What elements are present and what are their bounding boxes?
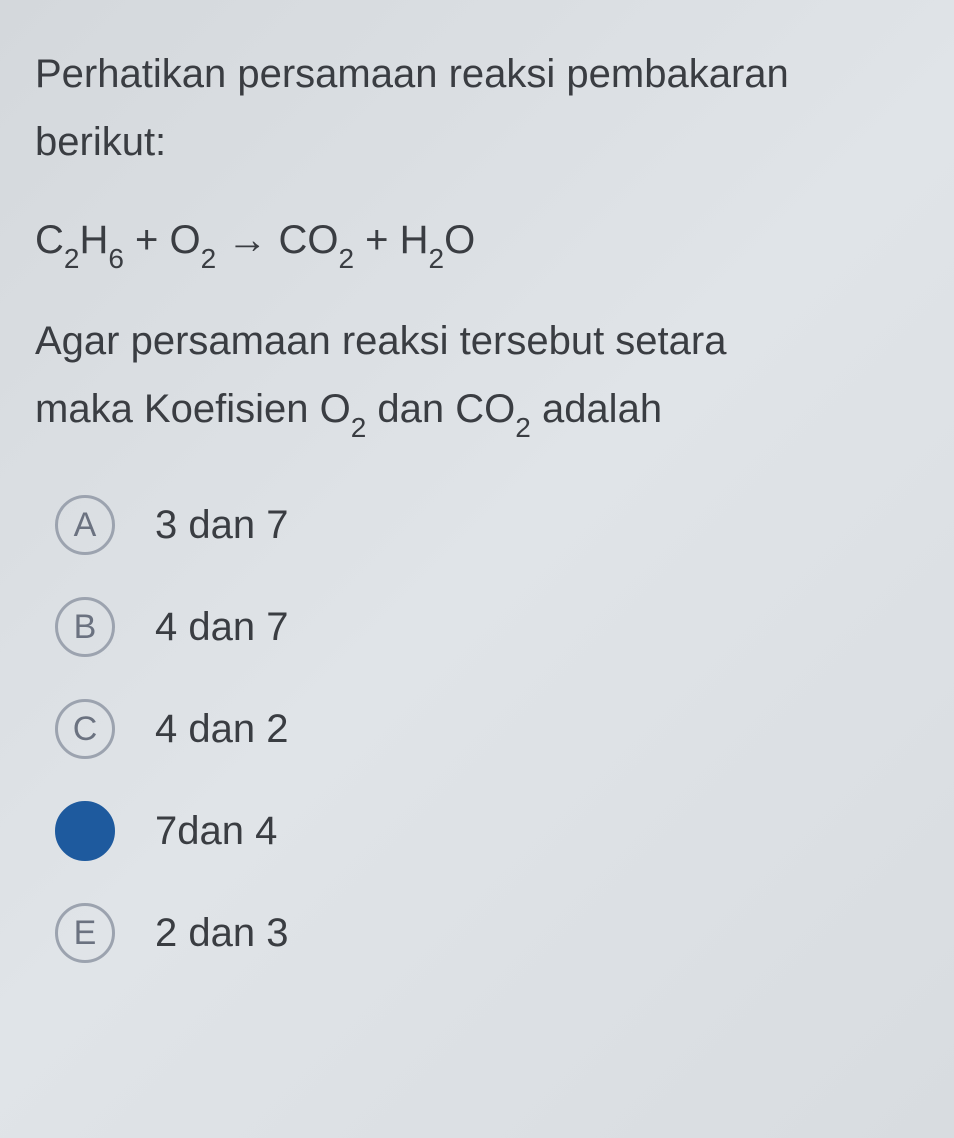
ask-sub2: 2 bbox=[515, 412, 531, 443]
option-e-letter: E bbox=[74, 914, 97, 953]
ask-line1: Agar persamaan reaksi tersebut setara bbox=[35, 319, 726, 363]
option-b-circle[interactable]: B bbox=[55, 597, 115, 657]
ask-line2-p3: adalah bbox=[531, 387, 662, 431]
option-d-text: 7dan 4 bbox=[155, 809, 277, 854]
option-d-circle[interactable] bbox=[55, 801, 115, 861]
ask-sub1: 2 bbox=[351, 412, 367, 443]
question-ask: Agar persamaan reaksi tersebut setara ma… bbox=[35, 307, 919, 446]
option-e[interactable]: E 2 dan 3 bbox=[55, 903, 919, 963]
ask-line2-p1: maka Koefisien O bbox=[35, 387, 351, 431]
option-a-letter: A bbox=[74, 506, 97, 545]
eq-o: O bbox=[444, 218, 475, 262]
option-c-circle[interactable]: C bbox=[55, 699, 115, 759]
eq-sub5: 2 bbox=[429, 243, 445, 274]
chemical-equation: C2H6 + O2 → CO2 + H2O bbox=[35, 206, 919, 277]
option-a-circle[interactable]: A bbox=[55, 495, 115, 555]
option-a-text: 3 dan 7 bbox=[155, 503, 288, 548]
eq-arrow: → CO bbox=[216, 218, 338, 262]
options-list: A 3 dan 7 B 4 dan 7 C 4 dan 2 7dan 4 E 2… bbox=[35, 495, 919, 963]
option-a[interactable]: A 3 dan 7 bbox=[55, 495, 919, 555]
eq-h: H bbox=[79, 218, 108, 262]
eq-sub2: 6 bbox=[108, 243, 124, 274]
ask-line2-p2: dan CO bbox=[366, 387, 515, 431]
eq-sub1: 2 bbox=[64, 243, 80, 274]
option-e-circle[interactable]: E bbox=[55, 903, 115, 963]
eq-plus2: + H bbox=[354, 218, 428, 262]
option-b[interactable]: B 4 dan 7 bbox=[55, 597, 919, 657]
intro-line1: Perhatikan persamaan reaksi pembakaran bbox=[35, 52, 789, 96]
eq-c: C bbox=[35, 218, 64, 262]
option-b-letter: B bbox=[74, 608, 97, 647]
eq-sub3: 2 bbox=[201, 243, 217, 274]
option-c[interactable]: C 4 dan 2 bbox=[55, 699, 919, 759]
eq-sub4: 2 bbox=[338, 243, 354, 274]
option-c-letter: C bbox=[73, 710, 98, 749]
question-intro: Perhatikan persamaan reaksi pembakaran b… bbox=[35, 40, 919, 176]
option-e-text: 2 dan 3 bbox=[155, 911, 288, 956]
intro-line2: berikut: bbox=[35, 120, 166, 164]
option-c-text: 4 dan 2 bbox=[155, 707, 288, 752]
option-d[interactable]: 7dan 4 bbox=[55, 801, 919, 861]
eq-plus1: + O bbox=[124, 218, 201, 262]
option-b-text: 4 dan 7 bbox=[155, 605, 288, 650]
